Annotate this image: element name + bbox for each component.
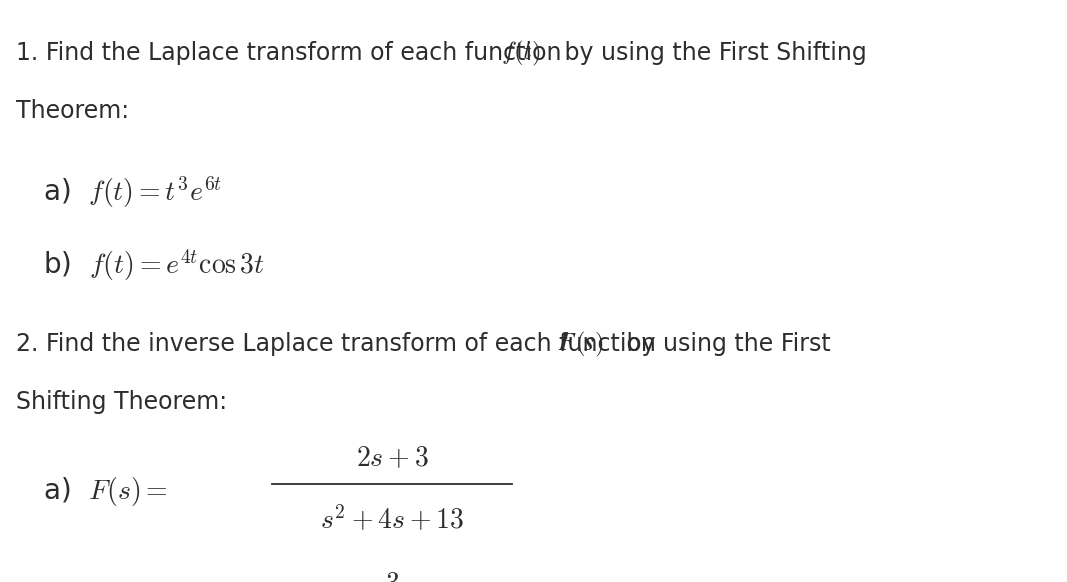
Text: $s^2 + 4s + 13$: $s^2 + 4s + 13$ bbox=[320, 505, 464, 535]
Text: $\boldsymbol{F(s)}$: $\boldsymbol{F(s)}$ bbox=[558, 329, 604, 359]
Text: Theorem:: Theorem: bbox=[16, 99, 129, 123]
Text: $f(t)$: $f(t)$ bbox=[501, 38, 542, 68]
Text: a)  $F(s) = $: a) $F(s) = $ bbox=[43, 475, 168, 508]
Text: $3$: $3$ bbox=[385, 569, 399, 582]
Text: b)  $f(t) = e^{4t} \cos 3t$: b) $f(t) = e^{4t} \cos 3t$ bbox=[43, 247, 265, 283]
Text: 1. Find the Laplace transform of each function: 1. Find the Laplace transform of each fu… bbox=[16, 41, 569, 65]
Text: Shifting Theorem:: Shifting Theorem: bbox=[16, 390, 227, 414]
Text: by using the First: by using the First bbox=[619, 332, 830, 356]
Text: $2s + 3$: $2s + 3$ bbox=[355, 444, 429, 472]
Text: by using the First Shifting: by using the First Shifting bbox=[557, 41, 866, 65]
Text: a)  $f(t) = t^3 e^{6t}$: a) $f(t) = t^3 e^{6t}$ bbox=[43, 175, 222, 210]
Text: 2. Find the inverse Laplace transform of each function: 2. Find the inverse Laplace transform of… bbox=[16, 332, 664, 356]
